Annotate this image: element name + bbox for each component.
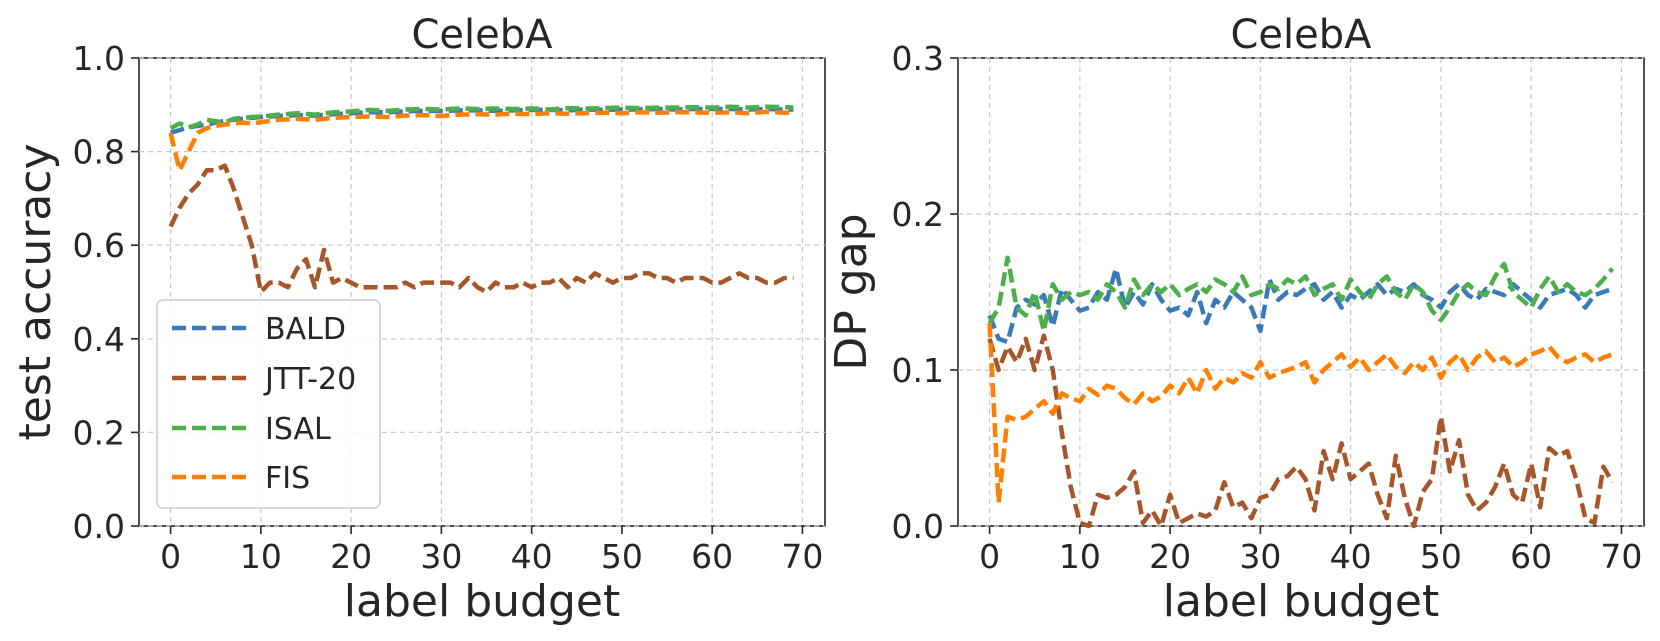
- x-tick-label: 0: [979, 537, 1000, 576]
- legend-label-fis: FIS: [265, 461, 310, 496]
- x-tick-label: 50: [601, 537, 643, 576]
- y-tick-label: 0.0: [892, 507, 944, 546]
- legend-item-jtt-20: JTT-20: [172, 362, 356, 397]
- x-tick-label: 40: [1330, 537, 1372, 576]
- panel-right: 0 10 20 30 40 50 60 70 0.0 0.1 0.2 0.3 CelebA label…: [826, 12, 1645, 627]
- x-tick-label: 10: [240, 537, 282, 576]
- x-tick-label: 30: [420, 537, 462, 576]
- x-tick-label: 60: [1510, 537, 1552, 576]
- x-tick-label: 60: [691, 537, 733, 576]
- series-line-fis-left: [168, 109, 794, 173]
- series-line-bald-right: [987, 266, 1614, 345]
- legend-label-bald: BALD: [265, 312, 346, 347]
- legend-item-fis: FIS: [172, 461, 310, 496]
- series-line-fis-right: [987, 323, 1614, 505]
- x-tick-label: 30: [1239, 537, 1281, 576]
- legend-item-isal: ISAL: [172, 412, 331, 447]
- legend-item-bald: BALD: [172, 312, 346, 347]
- legend-frame: [156, 299, 381, 509]
- series-right: [987, 255, 1615, 529]
- y-tick-label: 0.6: [73, 226, 125, 265]
- chart-title-right: CelebA: [1230, 12, 1372, 58]
- x-tick-label: 40: [511, 537, 553, 576]
- y-tick-label: 0.4: [73, 320, 125, 359]
- series-line-jtt-20-right: [987, 333, 1615, 529]
- y-tick-label: 0.0: [73, 507, 125, 546]
- x-tick-label: 70: [781, 537, 823, 576]
- x-axis-label-left: label budget: [344, 576, 620, 627]
- legend: BALD JTT-20 ISAL FIS: [156, 299, 381, 509]
- y-tick-label: 0.8: [73, 133, 125, 172]
- y-tick-label: 1.0: [73, 39, 125, 78]
- x-tick-label: 20: [1149, 537, 1191, 576]
- y-tick-label: 0.3: [892, 39, 944, 78]
- x-tick-label: 20: [330, 537, 372, 576]
- y-tick-label: 0.2: [892, 195, 944, 234]
- ticks-left: 0 10 20 30 40 50 60 70 0.0 0.2 0.4 0.6 0.8 1.0: [73, 39, 824, 576]
- series-line-isal-left: [169, 104, 794, 131]
- x-tick-label: 0: [160, 537, 181, 576]
- series-left: [168, 104, 794, 295]
- chart-title-left: CelebA: [411, 12, 553, 58]
- series-line-isal-right: [987, 255, 1615, 334]
- x-tick-label: 50: [1420, 537, 1462, 576]
- ticks-right: 0 10 20 30 40 50 60 70 0.0 0.1 0.2 0.3: [892, 39, 1643, 576]
- y-axis-label-left: test accuracy: [10, 144, 61, 441]
- legend-label-jtt-20: JTT-20: [263, 362, 356, 397]
- y-tick-label: 0.1: [892, 351, 944, 390]
- x-tick-label: 10: [1059, 537, 1101, 576]
- legend-label-isal: ISAL: [265, 412, 331, 447]
- x-axis-label-right: label budget: [1163, 576, 1439, 627]
- y-tick-label: 0.2: [73, 413, 125, 452]
- y-axis-label-right: DP gap: [826, 213, 877, 370]
- panel-left: 0 10 20 30 40 50 60 70 0.0 0.2 0.4 0.6 0.8 1.0 CelebA…: [10, 12, 826, 627]
- series-line-jtt-20-left: [168, 163, 794, 295]
- x-tick-label: 70: [1600, 537, 1642, 576]
